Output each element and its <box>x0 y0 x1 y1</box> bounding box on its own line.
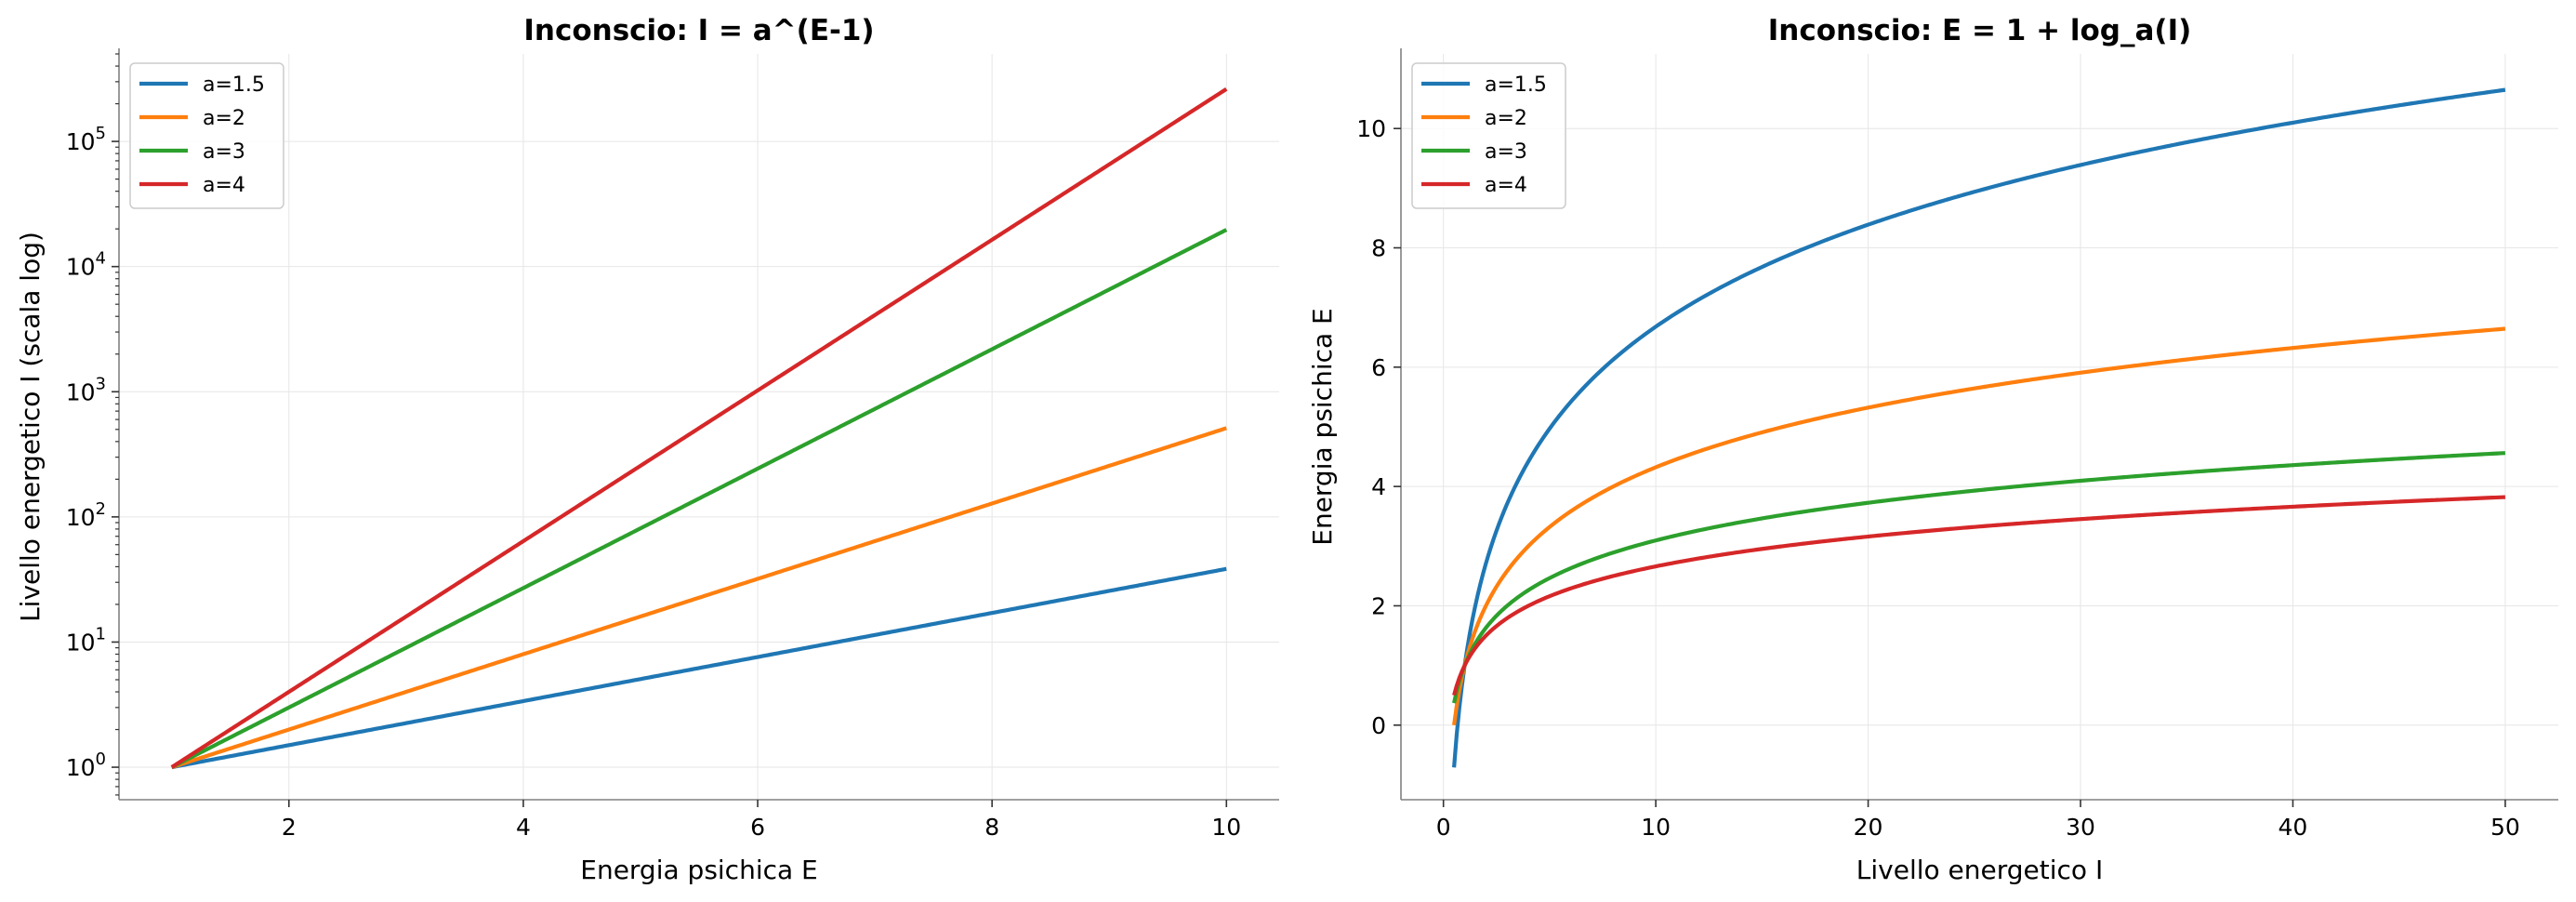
y-tick-label: 2 <box>1371 592 1386 619</box>
series-line-a=3 <box>170 228 1228 769</box>
y-tick-label: 100 <box>66 749 106 781</box>
exponential-chart: 2 4 6 8 10 100 101 102 103 104 105 Inconscio: I = … <box>15 14 1279 885</box>
legend-entry-label: a=4 <box>203 174 245 197</box>
series-line-a=4 <box>1452 495 2505 696</box>
y-axis-label: Livello energetico I (scala log) <box>15 232 46 622</box>
x-tick-label: 50 <box>2490 814 2520 841</box>
series-line-a=4 <box>170 86 1228 769</box>
axis-spines <box>118 48 1279 801</box>
x-tick-label: 8 <box>984 814 999 841</box>
legend-entry-label: a=1.5 <box>203 73 265 97</box>
legend-box <box>1411 62 1566 209</box>
series-line-a=1.5 <box>171 566 1227 770</box>
axis-spines <box>1400 48 2558 801</box>
y-tick-label: 104 <box>66 249 106 281</box>
legend-box <box>129 62 284 209</box>
y-tick-label: 4 <box>1371 473 1386 500</box>
legend-entry-label: a=1.5 <box>1485 73 1547 97</box>
y-tick-label: 101 <box>66 624 106 656</box>
x-tick-label: 40 <box>2279 814 2308 841</box>
series-line-a=1.5 <box>1452 87 2506 768</box>
series-line-a=2 <box>171 426 1227 770</box>
chart-title: Inconscio: E = 1 + log_a(I) <box>1768 14 2192 47</box>
y-tick-label: 0 <box>1371 712 1386 739</box>
x-tick-label: 2 <box>282 814 297 841</box>
grid-lines <box>119 54 1279 800</box>
legend-entry-label: a=3 <box>1485 140 1527 164</box>
chart-title: Inconscio: I = a^(E-1) <box>523 14 874 47</box>
y-tick-label: 105 <box>66 124 106 155</box>
legend: a=1.5 a=2 a=3 a=4 <box>1411 62 1566 209</box>
series-lines <box>170 86 1228 770</box>
logarithm-chart: 0 10 20 30 40 50 0 2 4 6 8 10 Inconscio: E = 1 + lo… <box>1307 14 2558 885</box>
x-axis-label: Energia psichica E <box>580 855 818 885</box>
x-tick-label: 0 <box>1436 814 1451 841</box>
x-tick-label: 10 <box>1211 814 1241 841</box>
y-tick-label: 10 <box>1356 115 1386 142</box>
x-tick-label: 20 <box>1854 814 1883 841</box>
x-tick-label: 10 <box>1641 814 1671 841</box>
series-line-a=3 <box>1452 451 2506 704</box>
legend: a=1.5 a=2 a=3 a=4 <box>129 62 284 209</box>
legend-entry-label: a=3 <box>203 140 245 164</box>
legend-entry-label: a=2 <box>203 107 245 130</box>
y-tick-label: 102 <box>66 499 106 531</box>
y-tick-label: 8 <box>1371 235 1386 262</box>
series-line-a=2 <box>1452 326 2506 726</box>
y-axis-label: Energia psichica E <box>1307 308 1338 546</box>
series-lines <box>1452 87 2506 768</box>
x-tick-label: 6 <box>750 814 765 841</box>
axis-ticks: 2 4 6 8 10 100 101 102 103 104 105 <box>66 53 1241 841</box>
legend-entry-label: a=4 <box>1485 174 1527 197</box>
axis-ticks: 0 10 20 30 40 50 0 2 4 6 8 10 <box>1356 115 2520 841</box>
y-tick-label: 103 <box>66 374 106 405</box>
legend-entry-label: a=2 <box>1485 107 1527 130</box>
x-tick-label: 4 <box>516 814 531 841</box>
x-axis-label: Livello energetico I <box>1856 855 2103 885</box>
x-tick-label: 30 <box>2066 814 2095 841</box>
y-tick-label: 6 <box>1371 354 1386 381</box>
